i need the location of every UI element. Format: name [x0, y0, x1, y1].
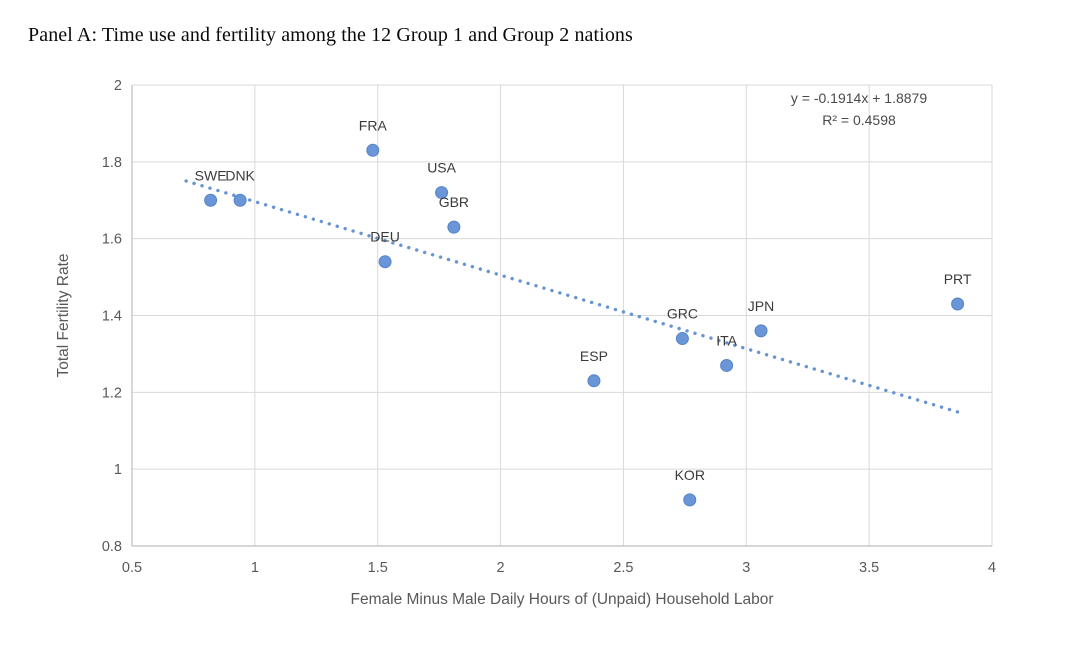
data-point-ita	[720, 358, 734, 372]
x-tick-label: 3.5	[859, 560, 879, 576]
x-axis-title: Female Minus Male Daily Hours of (Unpaid…	[351, 591, 774, 608]
data-point-label-dnk: DNK	[225, 167, 255, 183]
data-point-swe	[204, 193, 218, 207]
data-point-label-jpn: JPN	[748, 298, 774, 314]
data-point-dnk	[233, 193, 247, 207]
data-point-grc	[675, 332, 689, 346]
data-point-usa	[435, 186, 449, 200]
trendline-r-squared: R² = 0.4598	[822, 112, 896, 128]
y-tick-label: 0.8	[102, 539, 122, 555]
y-tick-label: 1.4	[102, 309, 122, 325]
y-tick-label: 1.2	[102, 385, 122, 401]
data-point-kor	[683, 493, 697, 507]
data-point-jpn	[754, 324, 768, 338]
data-point-label-gbr: GBR	[439, 194, 469, 210]
x-tick-label: 1	[251, 560, 259, 576]
x-tick-label: 0.5	[122, 560, 142, 576]
data-point-label-usa: USA	[427, 160, 456, 176]
y-axis-title: Total Fertility Rate	[55, 253, 72, 377]
x-tick-label: 1.5	[368, 560, 388, 576]
data-point-esp	[587, 374, 601, 388]
data-point-label-grc: GRC	[667, 306, 698, 322]
data-point-label-fra: FRA	[359, 117, 388, 133]
y-tick-label: 1	[114, 462, 122, 478]
x-tick-label: 2.5	[613, 560, 633, 576]
data-point-label-ita: ITA	[716, 332, 737, 348]
y-tick-label: 2	[114, 78, 122, 94]
y-tick-label: 1.8	[102, 155, 122, 171]
x-tick-label: 3	[742, 560, 750, 576]
chart-title: Panel A: Time use and fertility among th…	[28, 24, 633, 46]
data-point-label-prt: PRT	[944, 271, 972, 287]
data-point-label-esp: ESP	[580, 348, 608, 364]
trendline-equation: y = -0.1914x + 1.8879	[791, 90, 927, 106]
y-tick-label: 1.6	[102, 232, 122, 248]
data-point-label-deu: DEU	[370, 229, 400, 245]
data-point-deu	[378, 255, 392, 269]
x-tick-label: 4	[988, 560, 996, 576]
trendline	[184, 179, 960, 414]
data-point-prt	[951, 297, 965, 311]
x-tick-label: 2	[497, 560, 505, 576]
data-point-fra	[366, 143, 380, 157]
data-point-label-swe: SWE	[195, 167, 227, 183]
data-point-gbr	[447, 220, 461, 234]
data-point-label-kor: KOR	[675, 467, 705, 483]
